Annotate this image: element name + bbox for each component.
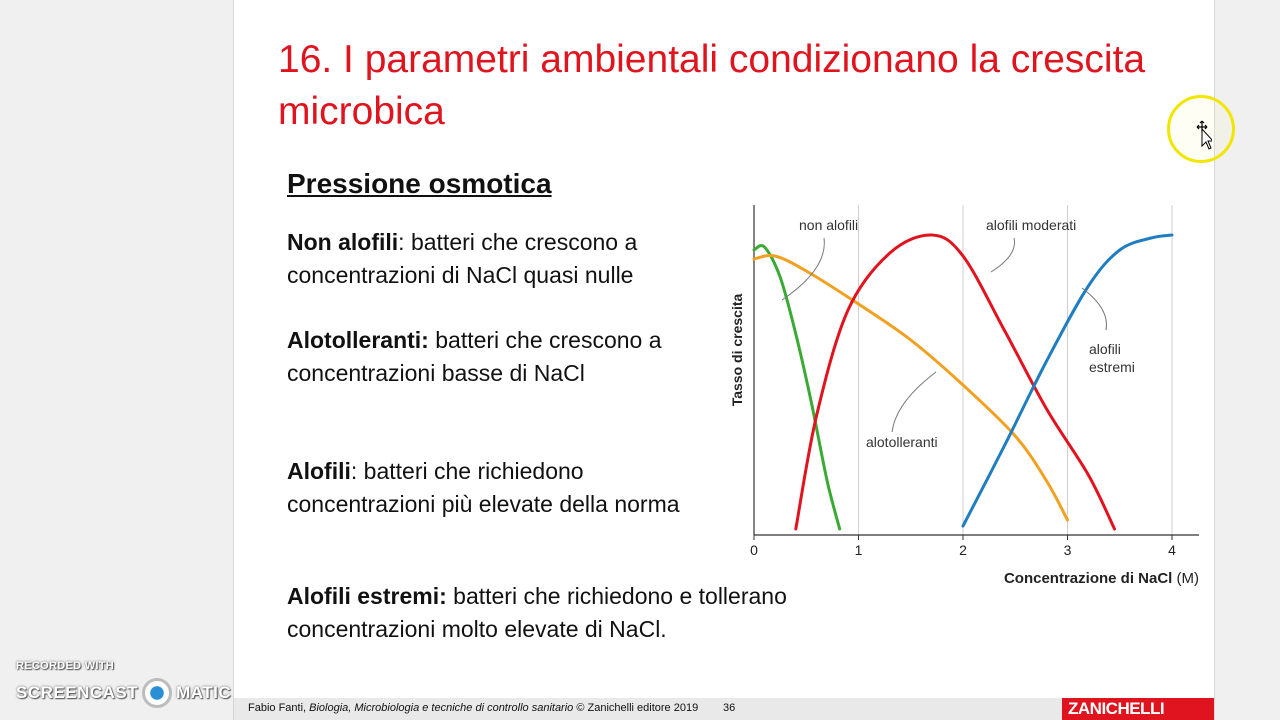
footer-copyright: © Zanichelli editore 2019 <box>573 702 699 714</box>
series-line-alofili-moderati <box>794 233 1117 531</box>
x-tick-label: 3 <box>1064 542 1072 558</box>
page-number: 36 <box>723 702 736 714</box>
screencast-logo-icon <box>142 678 173 708</box>
recording-watermark: RECORDED WITH SCREENCAST MATIC <box>16 660 231 708</box>
footer-author: Fabio Fanti, <box>248 702 310 714</box>
series-annotation: estremi <box>1089 359 1135 375</box>
footer-book: Biologia, Microbiologia e tecniche di co… <box>309 702 574 714</box>
annotation-leader <box>990 237 1016 273</box>
definition: : batteri che richiedono concentrazioni … <box>287 458 680 517</box>
series-line-alotolleranti <box>752 254 1069 522</box>
annotation-leader <box>781 237 825 301</box>
term: Non alofili <box>287 229 399 255</box>
y-axis-label: Tasso di crescita <box>729 294 745 407</box>
series-annotation: alofili <box>1089 341 1121 357</box>
x-axis-label-text: Concentrazione di NaCl <box>1004 570 1177 587</box>
slide-footer: Fabio Fanti, Biologia, Microbiologia e t… <box>234 698 1214 720</box>
paragraph-alotolleranti: Alotolleranti: batteri che crescono a co… <box>287 324 717 390</box>
series-annotation: alofili moderati <box>986 217 1076 233</box>
x-axis-label: Concentrazione di NaCl (M) <box>1004 570 1199 587</box>
x-tick-label: 1 <box>855 542 863 558</box>
footer-citation: Fabio Fanti, Biologia, Microbiologia e t… <box>248 702 698 714</box>
paragraph-alofili: Alofili: batteri che richiedono concentr… <box>287 455 717 521</box>
x-tick-label: 4 <box>1168 542 1176 558</box>
x-axis-unit: (M) <box>1177 570 1200 587</box>
term: Alofili <box>287 458 351 484</box>
cursor-highlight <box>1167 95 1235 163</box>
term: Alotolleranti: <box>287 327 429 353</box>
watermark-brand: SCREENCAST MATIC <box>16 678 231 708</box>
paragraph-non-alofili: Non alofili: batteri che crescono a conc… <box>287 226 717 292</box>
watermark-part2: MATIC <box>176 683 232 702</box>
x-tick-label: 0 <box>750 542 758 558</box>
series-line-alofili-estremi <box>961 233 1174 528</box>
watermark-caption: RECORDED WITH <box>16 660 115 672</box>
slide: 16. I parametri ambientali condizionano … <box>233 0 1215 720</box>
x-tick-label: 2 <box>959 542 967 558</box>
publisher-logo: ZANICHELLI <box>1062 698 1214 720</box>
definition: batteri che richiedono e tollerano conce… <box>287 583 787 642</box>
growth-chart: 0 1 2 3 4 Tasso di crescita Concentrazione di … <box>729 205 1199 587</box>
annotation-leader <box>891 371 937 433</box>
slide-title: 16. I parametri ambientali condizionano … <box>278 38 1146 133</box>
slide-subtitle: Pressione osmotica <box>287 168 552 199</box>
term: Alofili estremi: <box>287 583 447 609</box>
definition: : batteri che crescono a concentrazioni … <box>287 229 638 288</box>
move-cursor-icon <box>1196 120 1212 150</box>
paragraph-alofili-estremi: Alofili estremi: batteri che richiedono … <box>287 580 907 646</box>
series-annotation: non alofili <box>799 217 858 233</box>
series-line-non-alofili <box>752 244 842 531</box>
watermark-part1: SCREENCAST <box>16 683 139 702</box>
definition: batteri che crescono a concentrazioni ba… <box>287 327 662 386</box>
annotation-leader <box>1081 287 1107 331</box>
series-annotation: alotolleranti <box>866 434 938 450</box>
